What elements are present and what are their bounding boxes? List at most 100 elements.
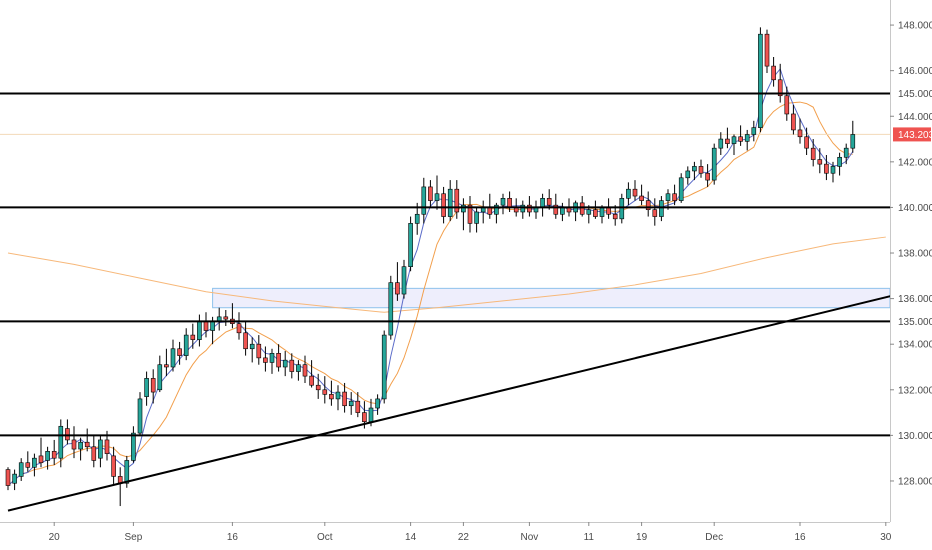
candle[interactable]: [461, 198, 466, 231]
candle[interactable]: [342, 382, 347, 413]
candle[interactable]: [51, 439, 57, 466]
candle[interactable]: [665, 189, 671, 210]
candle[interactable]: [131, 426, 136, 463]
candle[interactable]: [428, 180, 433, 208]
candle[interactable]: [593, 200, 598, 219]
candle[interactable]: [659, 196, 664, 222]
candle[interactable]: [579, 196, 585, 217]
candle[interactable]: [302, 355, 308, 383]
candle[interactable]: [157, 355, 163, 393]
candle[interactable]: [645, 191, 651, 217]
candle[interactable]: [183, 328, 189, 361]
plot-area[interactable]: [0, 27, 900, 512]
candle[interactable]: [276, 344, 281, 372]
candle[interactable]: [164, 348, 169, 377]
candle[interactable]: [263, 346, 268, 372]
candle[interactable]: [322, 376, 328, 404]
candle[interactable]: [25, 451, 31, 472]
candle[interactable]: [467, 196, 473, 233]
candle[interactable]: [329, 380, 334, 406]
candle[interactable]: [474, 207, 479, 233]
candle[interactable]: [771, 56, 776, 87]
candle[interactable]: [527, 196, 532, 217]
candle[interactable]: [388, 275, 394, 340]
candle[interactable]: [804, 127, 809, 156]
candle[interactable]: [546, 189, 552, 210]
candle[interactable]: [843, 143, 849, 165]
candle[interactable]: [177, 341, 182, 365]
candle[interactable]: [84, 428, 90, 452]
candle[interactable]: [78, 437, 83, 461]
candle[interactable]: [111, 446, 116, 486]
candle[interactable]: [672, 184, 677, 206]
candle[interactable]: [692, 161, 697, 181]
candle[interactable]: [98, 435, 103, 468]
time-axis[interactable]: 20 Sep 16 Oct 14 22 Nov 11 19 Dec 16 30: [0, 522, 892, 543]
candle[interactable]: [58, 419, 64, 468]
candle[interactable]: [243, 321, 248, 356]
candle[interactable]: [65, 419, 70, 445]
candle[interactable]: [824, 155, 829, 181]
candle[interactable]: [632, 180, 638, 201]
candle[interactable]: [698, 159, 704, 178]
candle[interactable]: [223, 310, 229, 326]
candle[interactable]: [249, 337, 255, 363]
candle[interactable]: [137, 392, 143, 436]
candle[interactable]: [395, 262, 400, 301]
candle[interactable]: [256, 335, 262, 365]
candle[interactable]: [296, 360, 301, 381]
candle[interactable]: [718, 132, 724, 156]
candle[interactable]: [32, 453, 37, 477]
candle[interactable]: [441, 186, 446, 224]
candle[interactable]: [685, 166, 691, 185]
candle[interactable]: [751, 120, 757, 142]
candle[interactable]: [500, 193, 506, 215]
candle[interactable]: [738, 125, 743, 146]
candle[interactable]: [38, 437, 44, 468]
candle[interactable]: [348, 392, 354, 415]
candle[interactable]: [520, 200, 526, 219]
candle[interactable]: [71, 426, 77, 459]
candle[interactable]: [170, 339, 176, 372]
candle[interactable]: [731, 134, 737, 156]
candle[interactable]: [619, 193, 625, 224]
candle[interactable]: [315, 373, 321, 399]
candle[interactable]: [5, 467, 11, 491]
candle[interactable]: [817, 148, 823, 174]
candle[interactable]: [705, 164, 710, 187]
candle[interactable]: [289, 353, 295, 379]
candle[interactable]: [190, 323, 196, 349]
candle[interactable]: [830, 161, 836, 183]
candle[interactable]: [408, 216, 413, 272]
candle[interactable]: [777, 63, 783, 103]
candle[interactable]: [91, 435, 97, 468]
candle[interactable]: [494, 202, 499, 224]
candle[interactable]: [335, 385, 341, 411]
trendline[interactable]: [7, 293, 900, 512]
candle[interactable]: [810, 139, 816, 167]
candle[interactable]: [758, 27, 763, 133]
candle[interactable]: [282, 351, 288, 377]
candle[interactable]: [45, 446, 50, 470]
candle[interactable]: [381, 330, 387, 404]
candle[interactable]: [639, 184, 644, 206]
candle[interactable]: [626, 182, 631, 206]
candle[interactable]: [434, 175, 440, 210]
candle[interactable]: [797, 118, 803, 144]
candle[interactable]: [652, 198, 658, 226]
candle[interactable]: [791, 104, 796, 135]
candle[interactable]: [401, 259, 407, 299]
candle[interactable]: [150, 369, 156, 404]
candle[interactable]: [269, 348, 275, 374]
candle[interactable]: [447, 180, 453, 222]
candle[interactable]: [725, 127, 730, 149]
candle[interactable]: [144, 371, 149, 406]
candle[interactable]: [744, 129, 750, 151]
candle[interactable]: [454, 180, 460, 219]
candle[interactable]: [612, 205, 618, 226]
candle[interactable]: [678, 173, 684, 203]
candle[interactable]: [375, 394, 380, 415]
candle[interactable]: [784, 86, 790, 121]
candle[interactable]: [355, 392, 361, 418]
